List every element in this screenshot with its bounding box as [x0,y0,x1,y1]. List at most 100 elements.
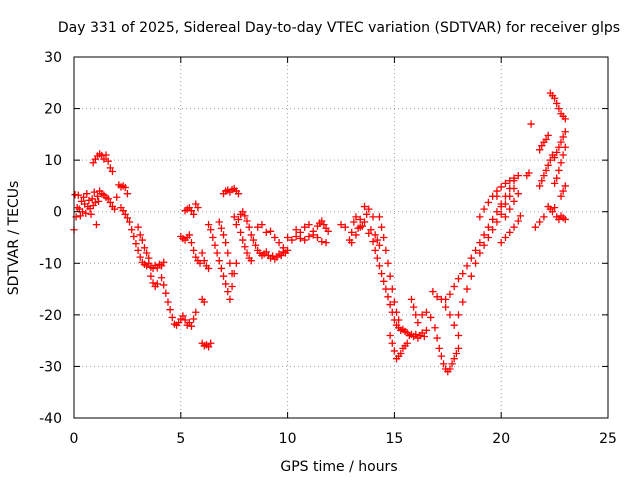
data-point [540,213,548,221]
data-point [168,313,176,322]
data-point [553,99,561,108]
data-point [497,210,505,218]
data-point [373,254,381,262]
data-point [442,295,450,304]
data-point [241,212,249,220]
y-tick-label: 20 [44,102,62,118]
data-point [228,269,236,278]
data-point [561,143,569,151]
data-point [493,208,501,216]
data-point [493,218,501,226]
data-point [352,231,360,239]
data-point [275,239,283,247]
data-point [548,208,557,216]
data-point [375,262,384,270]
tick-labels-layer: 0 5 10 15 20 25 30 20 10 0 -10 -20 -30 -40 [39,50,617,447]
data-point [189,210,198,218]
data-point [234,215,243,224]
data-point [484,223,493,231]
data-point [222,239,230,247]
data-point [380,277,388,285]
data-point [557,138,565,146]
data-point [476,249,484,257]
data-point [414,318,422,327]
y-tick-label: -40 [39,411,62,427]
data-point [422,308,431,316]
x-tick-label: 0 [70,431,79,447]
y-tick-label: -20 [39,308,62,324]
data-point [249,236,258,244]
data-point [86,204,94,213]
data-point [559,187,567,195]
data-point [204,264,213,273]
data-point [386,331,394,340]
data-point [232,220,240,229]
data-point [230,213,238,221]
data-point [247,231,255,239]
data-point [266,227,275,235]
data-point [412,311,420,319]
data-point [305,232,313,241]
data-point [553,148,561,157]
data-point [395,316,403,324]
data-point [448,360,456,368]
data-point [362,210,371,218]
data-point [136,253,144,261]
data-point [82,209,90,217]
data-point [352,213,360,221]
plot-frame [73,56,609,419]
data-point [215,257,223,265]
data-point [550,94,559,102]
data-point [136,231,144,239]
data-point [454,344,463,353]
points-layer [70,89,569,376]
data-point [134,246,142,255]
data-point [198,249,206,257]
data-point [90,188,98,196]
data-point [350,218,358,226]
data-point [484,233,493,242]
data-point [514,171,522,180]
data-point [561,182,569,190]
data-point [557,159,565,167]
data-point [510,223,518,231]
data-point [454,311,463,319]
data-point [510,197,518,206]
data-point [356,215,364,224]
data-point [561,128,569,136]
data-point [527,120,535,128]
data-point [397,349,405,358]
data-point [403,339,411,347]
data-point [348,239,356,247]
data-point [501,233,510,242]
data-point [407,295,416,304]
data-point [392,308,401,316]
data-point [384,259,392,267]
data-point [467,272,475,280]
data-point [79,193,88,201]
data-point [200,257,208,265]
ticks-layer [73,56,609,419]
data-point [160,258,168,266]
data-point [301,236,309,244]
data-point [369,213,377,221]
data-point [239,236,247,244]
data-point [510,184,518,193]
data-point [480,241,488,249]
data-point [493,192,501,200]
data-point [241,243,249,251]
data-point [506,177,514,185]
data-point [375,241,384,249]
data-point [296,234,305,243]
data-point [531,223,540,231]
x-tick-label: 25 [599,431,617,447]
x-tick-label: 15 [385,431,403,447]
data-point [544,161,552,169]
data-point [108,167,117,176]
data-point [87,210,95,218]
data-point [514,190,522,198]
data-point [185,231,193,239]
data-point [258,220,266,229]
data-point [121,183,129,192]
